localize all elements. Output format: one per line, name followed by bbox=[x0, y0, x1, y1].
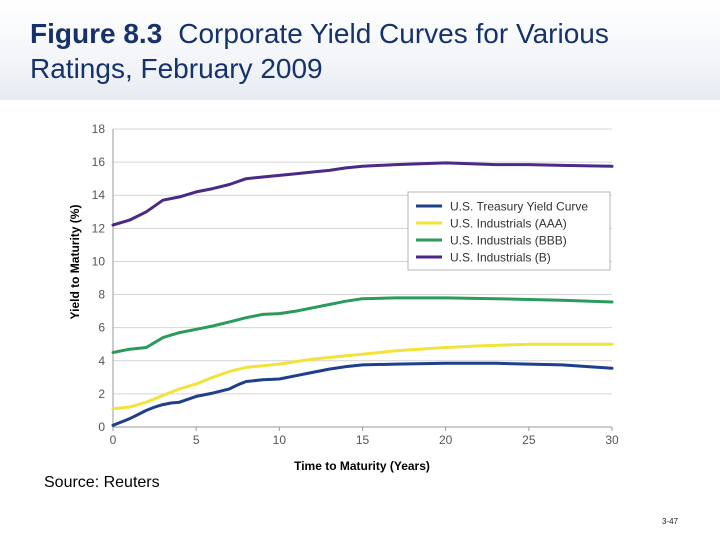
legend: U.S. Treasury Yield Curve U.S. Industrial… bbox=[407, 191, 611, 271]
y-tick-label-18: 18 bbox=[92, 122, 106, 136]
legend-label-1: U.S. Treasury Yield Curve bbox=[450, 200, 588, 214]
title-text: Corporate Yield Curves for Various Ratin… bbox=[30, 18, 609, 84]
grid-lines bbox=[113, 128, 612, 395]
series-line-3 bbox=[111, 296, 614, 354]
axes bbox=[112, 129, 613, 431]
y-tick-label-10: 10 bbox=[92, 254, 106, 268]
y-tick-labels: 0 2 4 6 8 10 12 14 16 18 bbox=[92, 122, 106, 434]
y-tick-label-16: 16 bbox=[92, 155, 106, 169]
x-tick-labels: 0 5 10 15 20 25 30 bbox=[110, 433, 619, 447]
source-note: Source: Reuters bbox=[44, 474, 160, 491]
series-line-2 bbox=[111, 342, 614, 411]
y-tick-label-6: 6 bbox=[98, 321, 105, 335]
x-tick-label-0: 0 bbox=[110, 433, 117, 447]
y-tick-label-2: 2 bbox=[98, 387, 105, 401]
x-tick-label-25: 25 bbox=[522, 433, 536, 447]
legend-label-2: U.S. Industrials (AAA) bbox=[450, 217, 567, 231]
y-tick-label-4: 4 bbox=[98, 354, 105, 368]
y-tick-label-0: 0 bbox=[98, 420, 105, 434]
slide-title: Figure 8.3 Corporate Yield Curves for Var… bbox=[30, 16, 690, 86]
series-line-1 bbox=[111, 361, 614, 427]
x-tick-label-15: 15 bbox=[356, 433, 370, 447]
legend-label-4: U.S. Industrials (B) bbox=[450, 251, 551, 265]
y-axis-label: Yield to Maturity (%) bbox=[68, 205, 82, 320]
y-tick-label-14: 14 bbox=[92, 188, 106, 202]
x-tick-label-10: 10 bbox=[273, 433, 287, 447]
y-tick-label-12: 12 bbox=[92, 221, 106, 235]
y-tick-label-8: 8 bbox=[98, 288, 105, 302]
x-tick-label-5: 5 bbox=[193, 433, 200, 447]
title-band bbox=[0, 0, 720, 100]
x-tick-label-20: 20 bbox=[439, 433, 453, 447]
x-tick-label-30: 30 bbox=[605, 433, 619, 447]
series-lines bbox=[111, 161, 614, 427]
series-line-4 bbox=[111, 161, 614, 227]
page-number: 3-47 bbox=[662, 517, 679, 526]
figure-label: Figure 8.3 bbox=[30, 18, 163, 49]
x-axis-label: Time to Maturity (Years) bbox=[294, 459, 430, 473]
legend-label-3: U.S. Industrials (BBB) bbox=[450, 234, 567, 248]
